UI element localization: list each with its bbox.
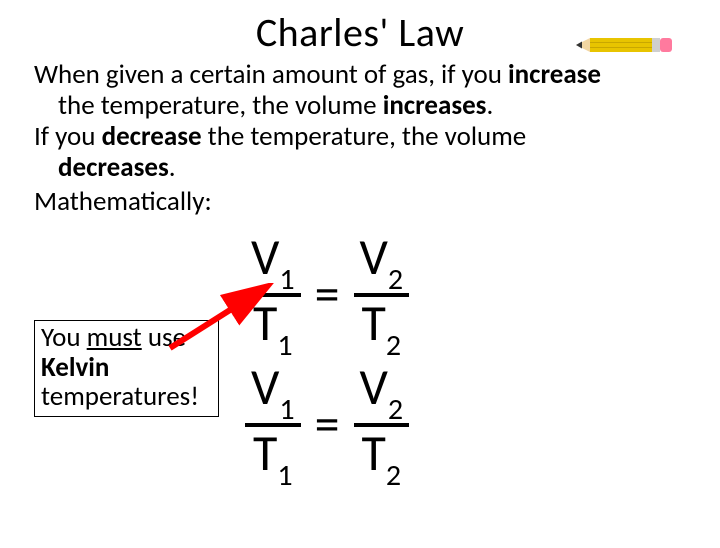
fraction-v1-t1-b: V1 T1 (245, 363, 301, 487)
kelvin-note-box: You must use Kelvin temperatures! (34, 320, 219, 417)
var-t2: T (362, 293, 386, 354)
p2-t2: the temperature, the volume (208, 120, 527, 153)
var-v: V (251, 227, 279, 288)
note-bold-1: Kelvin (41, 351, 109, 384)
p1-bold-2: increases (383, 89, 487, 122)
note-t2: use (142, 321, 186, 354)
mathematically-label: Mathematically: (0, 185, 720, 218)
sub-2c: 2 (388, 391, 403, 428)
var-t-b: T (253, 423, 277, 484)
fraction-v1-t1: V1 T1 (245, 233, 301, 357)
note-underline: must (87, 321, 142, 354)
paragraph-2: If you decrease the temperature, the vol… (34, 121, 688, 183)
sub-1: 1 (279, 261, 294, 298)
paragraph-1: When given a certain amount of gas, if y… (34, 59, 688, 121)
var-t2-b: T (362, 423, 386, 484)
sub-1d: 1 (277, 457, 292, 494)
sub-2d: 2 (386, 457, 401, 494)
p2-bold-1: decrease (102, 120, 208, 153)
var-v2: V (360, 227, 388, 288)
equation-2: V1 T1 = V2 T2 (245, 363, 409, 487)
p1-bold-1: increase (508, 58, 601, 91)
var-v-b: V (251, 357, 279, 418)
note-t3: temperatures! (41, 380, 199, 413)
fraction-v2-t2-b: V2 T2 (354, 363, 410, 487)
var-v2-b: V (360, 357, 388, 418)
sub-1b: 1 (277, 327, 292, 364)
p2-t1: If you (34, 120, 102, 153)
equals-sign-b: = (315, 400, 340, 450)
pencil-icon (576, 36, 672, 54)
equals-sign: = (315, 270, 340, 320)
p1-t1: When given a certain amount of gas, if y… (34, 58, 508, 91)
var-t: T (253, 293, 277, 354)
body-text: When given a certain amount of gas, if y… (0, 59, 720, 183)
note-t1: You (41, 321, 87, 354)
p1-t2: the temperature, the volume (58, 89, 383, 122)
equation-1: V1 T1 = V2 T2 (245, 233, 409, 357)
p2-bold-2: decreases (58, 151, 169, 184)
sub-1c: 1 (279, 391, 294, 428)
equations-block: V1 T1 = V2 T2 V1 T1 = V2 T2 (245, 233, 409, 493)
p1-t3: . (486, 89, 493, 122)
sub-2: 2 (388, 261, 403, 298)
fraction-v2-t2: V2 T2 (354, 233, 410, 357)
p2-t3: . (169, 151, 176, 184)
sub-2b: 2 (386, 327, 401, 364)
